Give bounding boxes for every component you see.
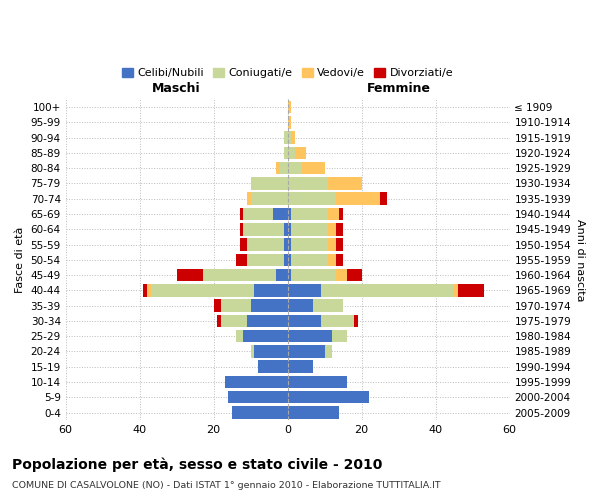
- Bar: [247, 238, 284, 251]
- Text: Popolazione per età, sesso e stato civile - 2010: Popolazione per età, sesso e stato civil…: [12, 458, 382, 472]
- Bar: [291, 269, 335, 281]
- Bar: [287, 300, 313, 312]
- Bar: [335, 223, 343, 235]
- Bar: [328, 254, 335, 266]
- Bar: [328, 238, 335, 251]
- Bar: [332, 330, 347, 342]
- Bar: [335, 192, 380, 205]
- Bar: [284, 132, 287, 144]
- Bar: [335, 269, 347, 281]
- Bar: [280, 162, 287, 174]
- Bar: [277, 269, 287, 281]
- Bar: [313, 300, 343, 312]
- Bar: [287, 162, 302, 174]
- Bar: [328, 223, 335, 235]
- Bar: [287, 360, 313, 373]
- Bar: [325, 345, 332, 358]
- Bar: [321, 284, 454, 296]
- Bar: [287, 208, 291, 220]
- Bar: [203, 269, 277, 281]
- Bar: [273, 208, 287, 220]
- Bar: [151, 284, 254, 296]
- Bar: [302, 162, 325, 174]
- Bar: [254, 284, 287, 296]
- Bar: [251, 345, 254, 358]
- Bar: [254, 345, 287, 358]
- Bar: [291, 254, 328, 266]
- Legend: Celibi/Nubili, Coniugati/e, Vedovi/e, Divorziati/e: Celibi/Nubili, Coniugati/e, Vedovi/e, Di…: [118, 64, 458, 82]
- Bar: [328, 177, 362, 190]
- Bar: [214, 300, 221, 312]
- Text: Maschi: Maschi: [152, 82, 201, 95]
- Bar: [287, 391, 369, 404]
- Bar: [247, 314, 287, 327]
- Bar: [284, 223, 287, 235]
- Bar: [236, 254, 247, 266]
- Bar: [321, 314, 354, 327]
- Bar: [147, 284, 151, 296]
- Y-axis label: Anni di nascita: Anni di nascita: [575, 218, 585, 301]
- Bar: [251, 177, 287, 190]
- Bar: [287, 223, 291, 235]
- Bar: [284, 254, 287, 266]
- Bar: [295, 146, 306, 159]
- Bar: [225, 376, 287, 388]
- Bar: [287, 314, 321, 327]
- Bar: [229, 391, 287, 404]
- Bar: [287, 406, 340, 419]
- Bar: [287, 146, 295, 159]
- Bar: [143, 284, 147, 296]
- Bar: [287, 238, 291, 251]
- Bar: [287, 284, 321, 296]
- Bar: [243, 223, 284, 235]
- Bar: [239, 208, 243, 220]
- Bar: [328, 208, 340, 220]
- Bar: [221, 300, 251, 312]
- Bar: [354, 314, 358, 327]
- Bar: [258, 360, 287, 373]
- Bar: [287, 132, 291, 144]
- Bar: [251, 300, 287, 312]
- Bar: [247, 254, 284, 266]
- Bar: [176, 269, 203, 281]
- Bar: [217, 314, 221, 327]
- Bar: [287, 116, 291, 128]
- Bar: [287, 269, 291, 281]
- Bar: [291, 132, 295, 144]
- Bar: [291, 208, 328, 220]
- Bar: [287, 345, 325, 358]
- Text: COMUNE DI CASALVOLONE (NO) - Dati ISTAT 1° gennaio 2010 - Elaborazione TUTTITALI: COMUNE DI CASALVOLONE (NO) - Dati ISTAT …: [12, 481, 440, 490]
- Bar: [291, 223, 328, 235]
- Bar: [287, 376, 347, 388]
- Bar: [247, 192, 251, 205]
- Bar: [287, 330, 332, 342]
- Bar: [335, 254, 343, 266]
- Bar: [291, 238, 328, 251]
- Bar: [287, 254, 291, 266]
- Bar: [335, 238, 343, 251]
- Bar: [277, 162, 280, 174]
- Bar: [243, 208, 273, 220]
- Bar: [239, 223, 243, 235]
- Bar: [232, 406, 287, 419]
- Text: Femmine: Femmine: [367, 82, 431, 95]
- Bar: [287, 101, 291, 114]
- Bar: [236, 330, 243, 342]
- Bar: [243, 330, 287, 342]
- Bar: [284, 238, 287, 251]
- Bar: [251, 192, 287, 205]
- Bar: [239, 238, 247, 251]
- Bar: [221, 314, 247, 327]
- Bar: [284, 146, 287, 159]
- Bar: [347, 269, 362, 281]
- Y-axis label: Fasce di età: Fasce di età: [15, 226, 25, 293]
- Bar: [454, 284, 458, 296]
- Bar: [458, 284, 484, 296]
- Bar: [340, 208, 343, 220]
- Bar: [287, 192, 335, 205]
- Bar: [287, 177, 328, 190]
- Bar: [380, 192, 388, 205]
